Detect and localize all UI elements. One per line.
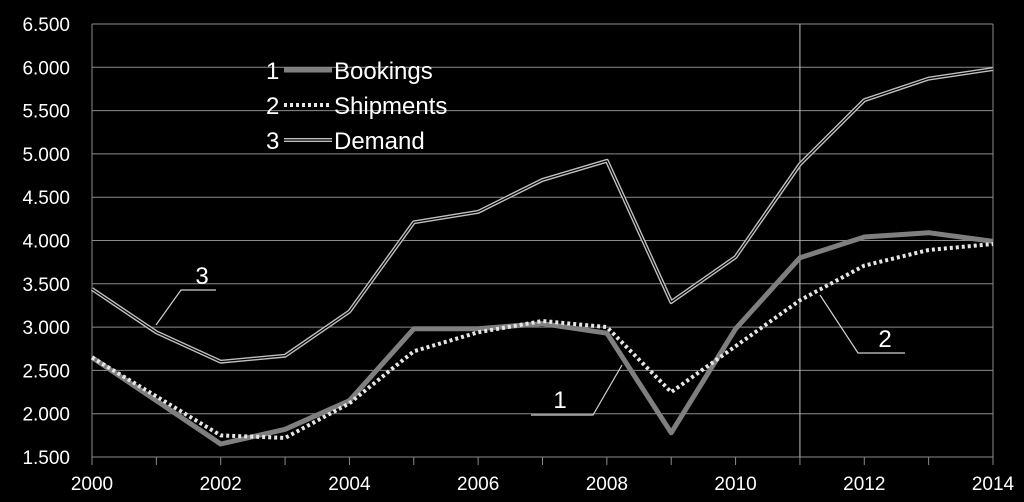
y-tick-label: 5.000 xyxy=(22,145,70,166)
x-tick-label: 2010 xyxy=(714,474,756,495)
legend-number: 3 xyxy=(266,128,279,155)
series-line-shipments xyxy=(90,242,994,440)
legend-label-shipments: Shipments xyxy=(334,93,447,120)
x-tick-label: 2002 xyxy=(200,474,242,495)
y-tick-label: 4.500 xyxy=(22,188,70,209)
y-tick-label: 4.000 xyxy=(22,232,70,253)
x-tick-label: 2014 xyxy=(972,474,1015,495)
legend-number: 2 xyxy=(266,93,279,120)
y-tick-label: 6.000 xyxy=(22,58,70,79)
x-tick-label: 2006 xyxy=(457,474,499,495)
y-tick-label: 5.500 xyxy=(22,102,70,123)
legend-label-demand: Demand xyxy=(334,128,425,155)
callout-leader-3 xyxy=(155,289,216,326)
legend-number: 1 xyxy=(266,58,279,85)
series-lines xyxy=(90,67,994,447)
series-line-bookings xyxy=(90,230,994,447)
legend-label-bookings: Bookings xyxy=(334,58,433,85)
callout-leader-1 xyxy=(531,364,623,416)
x-tick-label: 2000 xyxy=(71,474,113,495)
y-tick-label: 3.000 xyxy=(22,318,70,339)
y-tick-label: 2.500 xyxy=(22,361,70,382)
x-axis: 2000 2002 2004 2006 2008 2010 2012 2014 xyxy=(71,457,1015,495)
series-line-demand xyxy=(90,67,994,364)
y-tick-label: 3.500 xyxy=(22,275,70,296)
callout-leader-2 xyxy=(819,294,905,354)
callout-label-1: 1 xyxy=(553,387,566,414)
y-axis: 1.500 2.000 2.500 3.000 3.500 4.000 4.500 5.000… xyxy=(22,15,70,469)
callout-label-2: 2 xyxy=(878,326,891,353)
series-line-demand-inner xyxy=(91,68,994,363)
y-tick-label: 1.500 xyxy=(22,448,70,469)
y-tick-label: 6.500 xyxy=(22,15,70,36)
legend: 1 Bookings 2 Shipments 3 Demand xyxy=(266,58,447,155)
grid-lines xyxy=(92,23,993,458)
callouts: 1 2 3 xyxy=(155,263,905,416)
x-tick-label: 2012 xyxy=(843,474,885,495)
x-tick-label: 2004 xyxy=(328,474,371,495)
y-tick-label: 2.000 xyxy=(22,405,70,426)
callout-label-3: 3 xyxy=(195,263,208,290)
x-tick-label: 2008 xyxy=(586,474,628,495)
